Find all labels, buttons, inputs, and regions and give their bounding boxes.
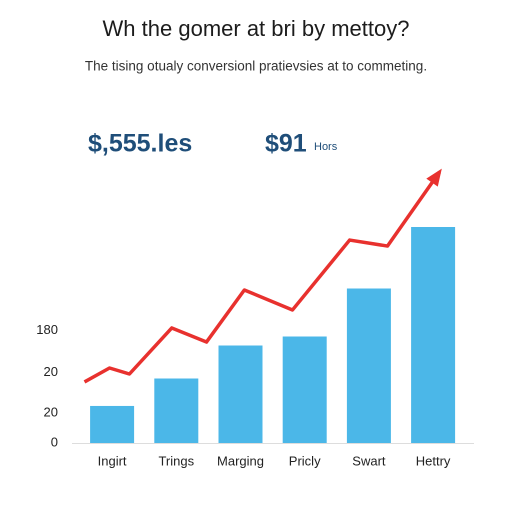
annotation: $,555.les <box>88 130 192 158</box>
x-tick-label: Hettry <box>416 453 451 468</box>
x-tick-label: Marging <box>217 453 264 468</box>
bar <box>90 405 135 443</box>
chart-subtitle: The tising otualy conversionl pratievsie… <box>85 59 427 74</box>
x-tick-label: Ingirt <box>98 453 127 468</box>
bar <box>154 378 199 443</box>
bar <box>346 288 391 443</box>
y-tick-label: 180 <box>36 322 58 337</box>
bar <box>218 345 263 443</box>
annotation-unit: Hors <box>314 141 338 153</box>
bar <box>411 227 456 443</box>
bar <box>282 336 327 443</box>
y-tick-label: 20 <box>44 404 58 419</box>
chart-title: Wh the gomer at bri by mettoy? <box>103 16 410 41</box>
y-tick-label: 0 <box>51 434 58 449</box>
x-tick-label: Trings <box>158 453 194 468</box>
annotation: $91 <box>265 130 307 158</box>
x-tick-label: Swart <box>352 453 386 468</box>
trend-line <box>83 170 441 384</box>
x-tick-label: Pricly <box>289 453 321 468</box>
y-tick-label: 20 <box>44 364 58 379</box>
arrow-head <box>426 168 442 187</box>
